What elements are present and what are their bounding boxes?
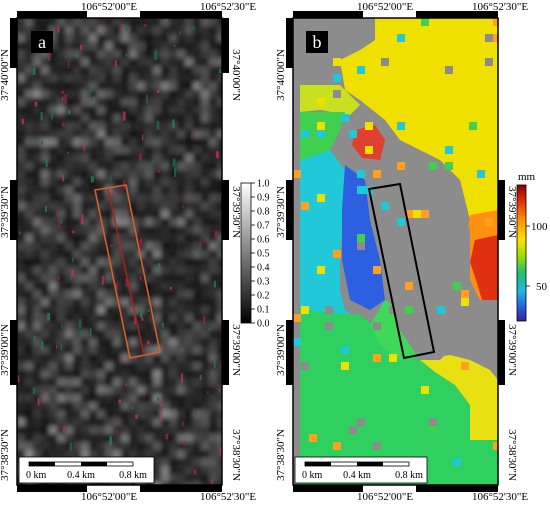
colorbar-b-tick-50: 50	[536, 281, 548, 293]
panel-a-scalebar-label-1: 0.4 km	[67, 470, 95, 481]
panel-a-left-lat-1: 37°40'00"N	[0, 49, 11, 101]
colorbar-a-tick-label: 0.0	[257, 319, 270, 330]
panel-a-right-lat-3: 37°39'00"N	[230, 324, 242, 376]
panel-b-top-lon-1: 106°52'00"E	[357, 1, 413, 13]
panel-a-right-lat-1: 37°40'00"N	[230, 49, 242, 101]
panel-b-left-lat-2: 37°39'30"N	[275, 186, 287, 238]
panel-b-hot-spot	[352, 125, 385, 160]
panel-a-coherence-texture	[17, 18, 222, 485]
colorbar-a-tick-label: 0.1	[257, 305, 270, 316]
panel-b-frame	[292, 17, 499, 486]
panel-b-right-lat-1: 37°39'30"N	[506, 186, 518, 238]
panel-b-frame-ticks	[286, 11, 505, 492]
panel-b-left-lat-4: 37°38'30"N	[275, 429, 287, 481]
panel-b-label: b	[313, 32, 322, 52]
colorbar-a-tick-label: 0.8	[257, 207, 270, 218]
panel-b-scalebar: 0 km 0.4 km 0.8 km	[294, 456, 428, 484]
panel-a-right-lat-4: 37°38'30"N	[230, 429, 242, 481]
colorbar-b: mm 100 50	[516, 171, 548, 322]
colorbar-b-tick-100: 100	[531, 221, 548, 233]
panel-a-study-area-outline	[94, 184, 161, 359]
panel-b-deformation-map	[300, 18, 498, 485]
panel-b-scalebar-label-1: 0.4 km	[343, 470, 371, 481]
colorbar-b-unit: mm	[518, 171, 536, 183]
panel-b-green-lower-region	[300, 310, 498, 485]
panel-a-scalebar-label-2: 0.8 km	[119, 470, 147, 481]
panel-a: a 106°52'00"E 106°52'30"E 106°52'00"E 10…	[0, 1, 256, 503]
panel-a-right-lat-2: 37°39'30"N	[230, 186, 242, 238]
panel-b-yellow-green-region	[300, 85, 360, 115]
panel-b-bottom-lon-1: 106°52'00"E	[357, 491, 413, 503]
panel-a-label-box	[31, 31, 53, 53]
panel-b-label-box	[306, 31, 328, 53]
panel-a-top-lon-1: 106°52'00"E	[81, 1, 137, 13]
colorbar-a-tick-label: 0.5	[257, 249, 270, 260]
panel-b-right-lower-gray	[455, 300, 498, 370]
panel-b-top-lon-2: 106°52'30"E	[472, 1, 528, 13]
panel-b-yellow-region	[340, 18, 498, 220]
panel-b-right-lat-3: 37°38'30"N	[506, 429, 518, 481]
panel-a-frame	[16, 17, 223, 486]
panel-a-left-lat-4: 37°38'30"N	[0, 429, 11, 481]
panel-a-left-lat-2: 37°39'30"N	[0, 186, 11, 238]
panel-a-left-lat-3: 37°39'00"N	[0, 324, 11, 376]
panel-b-study-area-outline	[367, 182, 436, 360]
panel-b: b 106°52'00"E 106°52'30"E 106°52'00"E 10…	[275, 1, 528, 503]
panel-b-bottom-lon-2: 106°52'30"E	[472, 491, 528, 503]
panel-a-label: a	[38, 32, 46, 52]
colorbar-a-tick-label: 0.2	[257, 291, 270, 302]
panel-a-frame-ticks	[10, 11, 229, 492]
panel-b-green-region	[300, 112, 345, 170]
panel-b-left-lat-1: 37°40'00"N	[275, 49, 287, 101]
colorbar-a-gradient	[240, 182, 252, 324]
panel-a-scalebar: 0 km 0.4 km 0.8 km	[18, 456, 155, 484]
panel-a-top-lon-2: 106°52'30"E	[200, 1, 256, 13]
colorbar-a-tick-label: 0.7	[257, 221, 270, 232]
panel-b-scalebar-label-0: 0 km	[302, 470, 323, 481]
colorbar-a: 1.0 0.9 0.8 0.7 0.6 0.5 0.4 0.3 0.2 0.1 0.0	[240, 179, 270, 330]
panel-a-bottom-lon-2: 106°52'30"E	[200, 491, 256, 503]
colorbar-a-tick-label: 1.0	[257, 179, 270, 190]
colorbar-a-tick-label: 0.6	[257, 235, 270, 246]
colorbar-a-tick-label: 0.4	[257, 263, 270, 274]
panel-a-fault-line	[107, 188, 145, 356]
panel-b-left-lat-3: 37°39'00"N	[275, 324, 287, 376]
colorbar-b-gradient	[516, 184, 527, 322]
colorbar-a-ticks: 1.0 0.9 0.8 0.7 0.6 0.5 0.4 0.3 0.2 0.1 0.0	[251, 179, 270, 330]
panel-a-scalebar-label-0: 0 km	[26, 470, 47, 481]
panel-b-yellow-lower-region	[420, 355, 498, 440]
panel-a-bottom-lon-1: 106°52'00"E	[81, 491, 137, 503]
panel-b-scalebar-label-2: 0.8 km	[395, 470, 423, 481]
panel-b-red-region	[470, 235, 498, 300]
colorbar-a-tick-label: 0.9	[257, 193, 270, 204]
colorbar-a-tick-label: 0.3	[257, 277, 270, 288]
panel-b-right-lat-2: 37°39'00"N	[506, 324, 518, 376]
